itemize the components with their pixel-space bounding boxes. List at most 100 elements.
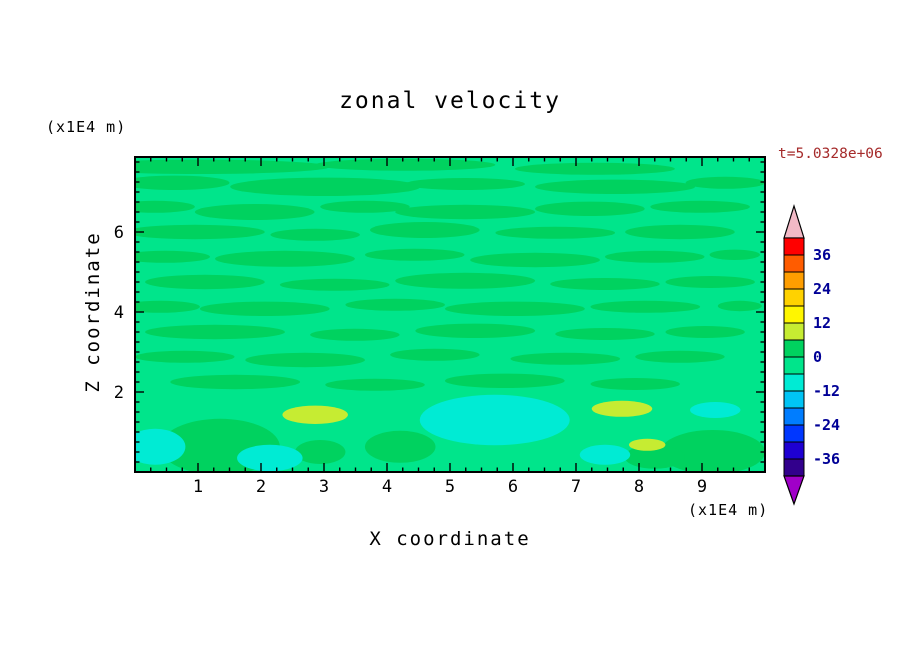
x-tick-label: 8: [634, 477, 644, 497]
contour-patch-green2: [470, 252, 600, 268]
colorbar-segment: [783, 441, 805, 460]
contour-patch-green2: [345, 298, 445, 311]
contour-patch-aqua: [690, 402, 741, 418]
colorbar-segment: [783, 288, 805, 307]
colorbar: 36 24 12 0 -12 -24 -36: [783, 203, 840, 506]
contour-patch-green2: [145, 324, 285, 340]
contour-patch-green2: [194, 204, 315, 220]
contour-patch-green2: [364, 430, 436, 463]
x-tick-label: 7: [571, 477, 581, 497]
colorbar-tick-label: 12: [813, 314, 831, 332]
colorbar-segment: [783, 424, 805, 443]
contour-patch-green2: [625, 224, 735, 240]
contour-patch-green2: [624, 444, 685, 469]
colorbar-segment: [783, 322, 805, 341]
y-tick-label: 2: [114, 383, 124, 403]
contour-patch-green2: [295, 440, 346, 464]
colorbar-tick-label: 36: [813, 246, 831, 264]
contour-patch-green2: [390, 348, 480, 361]
contour-patch-green2: [535, 201, 645, 216]
contour-patch-green2: [495, 226, 616, 239]
contour-patch-green2: [604, 250, 705, 263]
contour-patch-green2: [444, 373, 565, 388]
contour-patch-green2: [635, 350, 725, 363]
contour-patch-green2: [405, 178, 525, 190]
colorbar-segment: [783, 458, 805, 477]
contour-patch-green2: [665, 276, 755, 288]
contour-patch-yellow: [282, 405, 348, 424]
contour-patch-green2: [170, 374, 301, 390]
contour-patch-aqua: [579, 444, 631, 465]
contour-patch-green2: [315, 158, 496, 171]
contour-patch-green2: [135, 350, 235, 363]
colorbar-tick-label: -36: [813, 450, 840, 468]
colorbar-tick-label: 0: [813, 348, 822, 366]
axis-ticks: [135, 157, 765, 472]
contour-patch-aqua: [237, 444, 303, 472]
x-tick-label: 2: [256, 477, 266, 497]
contour-patch-green2: [135, 200, 195, 213]
contour-field: [135, 157, 765, 472]
contour-patch-green2: [514, 162, 675, 175]
contour-patch-green2: [364, 248, 465, 261]
contour-patch-green2: [310, 328, 400, 341]
contour-patch-green2: [135, 300, 200, 313]
colorbar-segment: [783, 305, 805, 324]
contour-patch-green2: [320, 200, 410, 213]
x-tick-label: 3: [319, 477, 329, 497]
contour-patch-green2: [550, 278, 660, 290]
colorbar-tick-label: -12: [813, 382, 840, 400]
contour-patch-yellow: [591, 400, 653, 417]
time-annotation: t=5.0328e+06: [778, 146, 883, 162]
contour-patch-green2: [279, 278, 390, 291]
y-tick-label: 4: [114, 303, 124, 323]
colorbar-segment: [783, 373, 805, 392]
colorbar-segment: [783, 356, 805, 375]
contour-patch-green2: [230, 177, 421, 196]
contour-patch-green2: [555, 328, 655, 340]
contour-patch-green2: [685, 176, 765, 189]
x-tick-label: 4: [382, 477, 392, 497]
contour-patch-green2: [395, 204, 536, 220]
contour-patch-green2: [135, 159, 330, 174]
x-tick-label: 6: [508, 477, 518, 497]
contour-patch-green2: [135, 175, 230, 190]
chart-title: zonal velocity: [339, 88, 561, 114]
y-axis-unit-label: (x1E4 m): [46, 118, 127, 136]
contour-patch-yellow: [628, 438, 666, 451]
colorbar-segment: [783, 339, 805, 358]
contour-patch-green2: [145, 274, 265, 290]
x-tick-label: 1: [193, 477, 203, 497]
contour-patch-green2: [660, 430, 765, 472]
contour-patch-green2: [650, 200, 750, 213]
x-tick-label: 5: [445, 477, 455, 497]
colorbar-segment: [783, 237, 805, 256]
contour-patch-green2: [415, 323, 536, 338]
contour-patch-green2: [590, 378, 680, 390]
contour-patch-green2: [590, 300, 701, 313]
contour-patch-aqua: [135, 428, 186, 465]
colorbar-tick-label: -24: [813, 416, 840, 434]
contour-patch-green2: [270, 228, 360, 241]
x-axis-title: X coordinate: [369, 528, 531, 550]
contour-patch-green2: [709, 249, 760, 260]
colorbar-arrow-top: [783, 203, 805, 239]
contour-patch-green2: [535, 179, 696, 194]
y-axis-title: Z coordinate: [82, 231, 104, 393]
y-tick-label: 6: [114, 223, 124, 243]
contour-patch-green2: [717, 300, 762, 312]
colorbar-tick-label: 24: [813, 280, 831, 298]
colorbar-segment: [783, 407, 805, 426]
colorbar-segment: [783, 271, 805, 290]
contour-patch-green2: [215, 250, 355, 267]
contour-patch-green2: [199, 301, 330, 316]
x-tick-label: 9: [697, 477, 707, 497]
colorbar-segment: [783, 254, 805, 273]
contour-patch-green2: [325, 378, 425, 391]
contour-patch-green2: [135, 250, 210, 263]
contour-patch-green2: [510, 352, 621, 365]
contour-patch-green2: [665, 326, 745, 338]
contour-patch-green2: [245, 352, 365, 368]
contour-patch-aqua: [419, 394, 570, 446]
